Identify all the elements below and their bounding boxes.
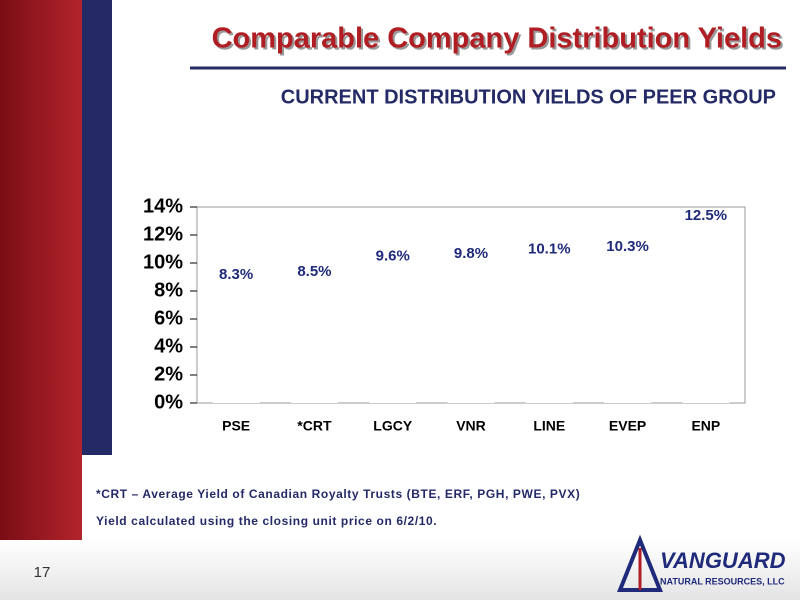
y-tick-label: 0% bbox=[154, 391, 183, 413]
y-tick-label: 14% bbox=[143, 195, 183, 217]
bar bbox=[447, 265, 495, 403]
footnote: Yield calculated using the closing unit … bbox=[96, 514, 437, 528]
y-tick-label: 12% bbox=[143, 223, 183, 245]
x-tick-label: *CRT bbox=[297, 418, 332, 434]
title: Comparable Company Distribution Yields bbox=[212, 23, 782, 55]
data-label: 10.1% bbox=[528, 241, 571, 258]
x-tick-label: LINE bbox=[533, 418, 565, 434]
bar bbox=[290, 284, 338, 403]
navy-band bbox=[82, 0, 112, 455]
x-tick-label: VNR bbox=[456, 418, 486, 434]
y-tick-label: 8% bbox=[154, 279, 183, 301]
y-tick-label: 4% bbox=[154, 335, 183, 357]
bar bbox=[212, 286, 260, 403]
bar bbox=[525, 261, 573, 403]
y-tick-label: 10% bbox=[143, 251, 183, 273]
bar bbox=[682, 228, 730, 403]
title-shadow: Comparable Company Distribution Yields bbox=[214, 25, 784, 57]
logo-tagline: NATURAL RESOURCES, LLC bbox=[660, 576, 785, 586]
y-tick-label: 6% bbox=[154, 307, 183, 329]
data-label: 12.5% bbox=[685, 207, 728, 224]
footnote: *CRT – Average Yield of Canadian Royalty… bbox=[96, 487, 580, 501]
x-tick-label: ENP bbox=[691, 418, 720, 434]
data-label: 10.3% bbox=[606, 238, 649, 255]
y-tick-label: 2% bbox=[154, 363, 183, 385]
x-tick-label: LGCY bbox=[373, 418, 413, 434]
data-label: 8.3% bbox=[219, 266, 253, 283]
page-number: 17 bbox=[34, 564, 51, 581]
data-label: 9.6% bbox=[376, 248, 410, 265]
subtitle: CURRENT DISTRIBUTION YIELDS OF PEER GROU… bbox=[281, 86, 776, 108]
bar bbox=[604, 258, 652, 403]
logo-name: VANGUARD bbox=[660, 548, 786, 573]
red-band bbox=[0, 0, 82, 540]
data-label: 9.8% bbox=[454, 245, 488, 262]
x-tick-label: EVEP bbox=[609, 418, 646, 434]
bar bbox=[369, 268, 417, 403]
footer-band bbox=[0, 540, 800, 600]
x-tick-label: PSE bbox=[222, 418, 250, 434]
data-label: 8.5% bbox=[297, 263, 331, 280]
